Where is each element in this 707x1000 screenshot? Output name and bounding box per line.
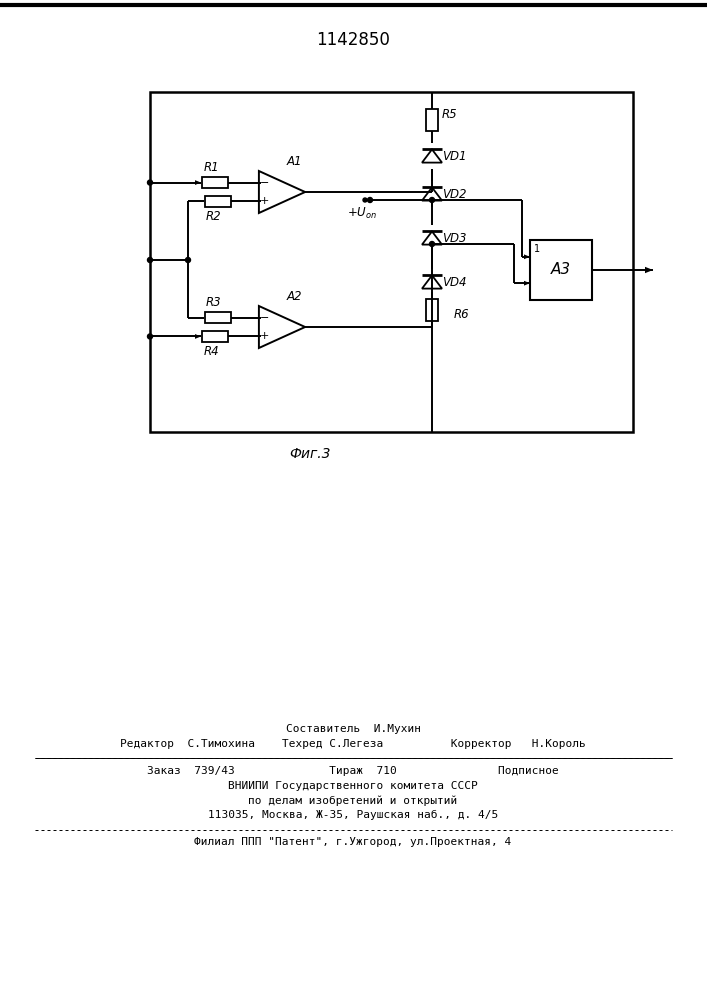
Text: +: + — [260, 196, 269, 206]
Bar — [205, 196, 231, 207]
Polygon shape — [259, 306, 305, 348]
Bar — [426, 109, 438, 131]
Polygon shape — [259, 171, 305, 213]
Text: R2: R2 — [206, 210, 222, 223]
Bar — [202, 177, 228, 188]
Polygon shape — [422, 231, 442, 245]
Circle shape — [429, 241, 435, 246]
Text: по делам изобретений и открытий: по делам изобретений и открытий — [248, 796, 457, 806]
Text: R6: R6 — [454, 308, 469, 320]
Polygon shape — [195, 334, 201, 339]
Circle shape — [429, 198, 435, 202]
Text: A1: A1 — [287, 155, 303, 168]
Bar — [426, 299, 438, 321]
Text: 1: 1 — [534, 244, 540, 254]
Bar — [530, 240, 592, 300]
Bar — [150, 92, 633, 432]
Bar — [202, 331, 228, 342]
Text: 113035, Москва, Ж-35, Раушская наб., д. 4/5: 113035, Москва, Ж-35, Раушская наб., д. … — [208, 810, 498, 820]
Polygon shape — [195, 180, 201, 185]
Text: VD3: VD3 — [442, 232, 467, 244]
Circle shape — [185, 257, 190, 262]
Bar — [205, 312, 231, 323]
Text: +$U_{on}$: +$U_{on}$ — [347, 206, 377, 221]
Circle shape — [148, 334, 153, 339]
Text: Редактор  С.Тимохина    Техред С.Легеза          Корректор   Н.Король: Редактор С.Тимохина Техред С.Легеза Корр… — [120, 739, 586, 749]
Text: VD2: VD2 — [442, 188, 467, 200]
Polygon shape — [524, 281, 530, 286]
Circle shape — [148, 257, 153, 262]
Polygon shape — [645, 267, 653, 273]
Text: Фиг.3: Фиг.3 — [289, 447, 331, 461]
Text: 1142850: 1142850 — [316, 31, 390, 49]
Polygon shape — [524, 254, 530, 259]
Text: R4: R4 — [203, 345, 218, 358]
Circle shape — [148, 180, 153, 185]
Text: ВНИИПИ Государственного комитета СССР: ВНИИПИ Государственного комитета СССР — [228, 781, 478, 791]
Text: −: − — [260, 178, 269, 188]
Polygon shape — [422, 149, 442, 163]
Text: Заказ  739/43              Тираж  710               Подписное: Заказ 739/43 Тираж 710 Подписное — [147, 766, 559, 776]
Text: A2: A2 — [287, 290, 303, 303]
Circle shape — [368, 198, 373, 202]
Polygon shape — [422, 275, 442, 289]
Circle shape — [363, 198, 367, 202]
Text: Филиал ППП "Патент", г.Ужгород, ул.Проектная, 4: Филиал ППП "Патент", г.Ужгород, ул.Проек… — [194, 837, 512, 847]
Text: R3: R3 — [206, 296, 222, 309]
Text: VD1: VD1 — [442, 149, 467, 162]
Text: R5: R5 — [442, 108, 457, 121]
Text: VD4: VD4 — [442, 275, 467, 288]
Text: A3: A3 — [551, 262, 571, 277]
Text: +: + — [260, 331, 269, 341]
Text: −: − — [260, 313, 269, 323]
Text: Составитель  И.Мухин: Составитель И.Мухин — [286, 724, 421, 734]
Text: R1: R1 — [203, 161, 218, 174]
Polygon shape — [422, 187, 442, 201]
